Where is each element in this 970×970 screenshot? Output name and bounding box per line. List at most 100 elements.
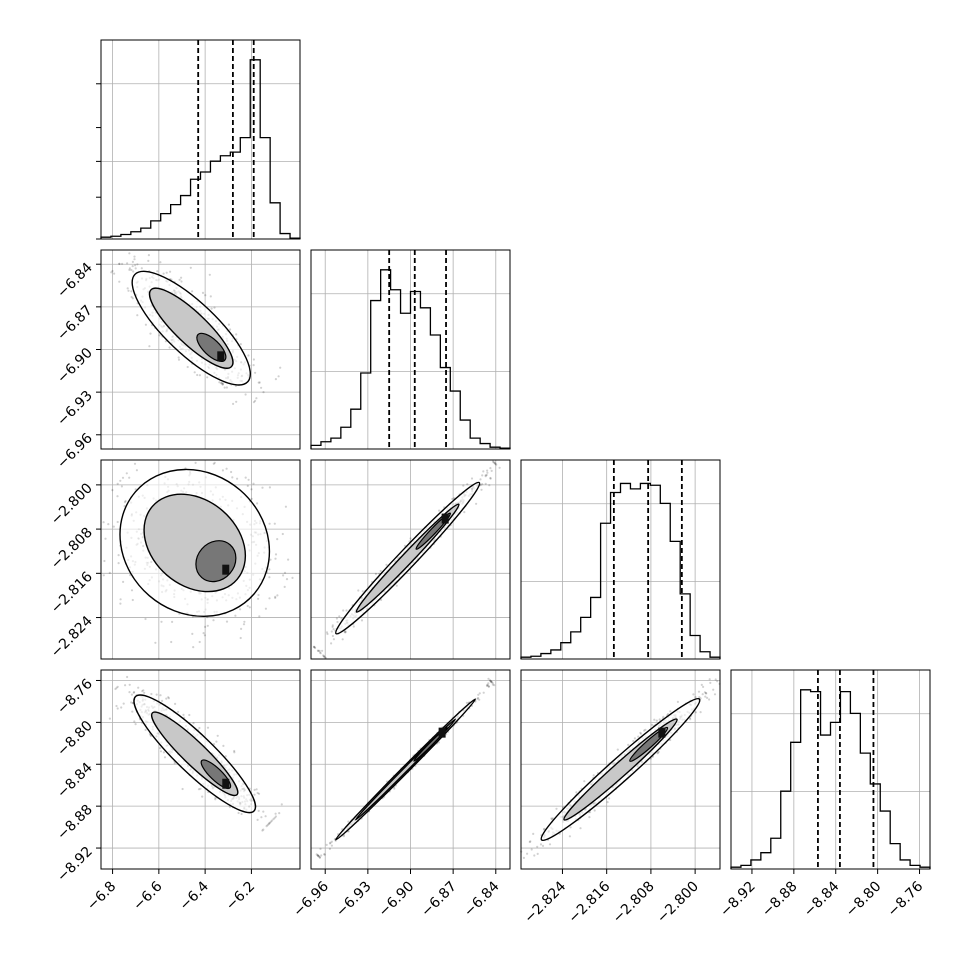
y-tick-label: −6.93 [54, 388, 96, 430]
scatter-point [220, 382, 223, 385]
scatter-point [265, 825, 268, 828]
scatter-point [239, 343, 242, 346]
scatter-point [164, 340, 167, 343]
panel-1-0: −6.96−6.93−6.90−6.87−6.84 [54, 249, 301, 472]
x-tick-label: −2.800 [654, 879, 702, 927]
scatter-point [180, 276, 183, 279]
scatter-point [237, 811, 240, 815]
scatter-point [274, 378, 277, 381]
scatter-point [214, 798, 217, 801]
x-tick-label: −8.88 [759, 879, 801, 921]
scatter-point [233, 749, 236, 753]
x-tick-label: −6.84 [461, 878, 503, 920]
scatter-point [114, 687, 117, 691]
scatter-point [669, 738, 672, 742]
scatter-point [489, 679, 492, 682]
scatter-point [103, 559, 106, 563]
scatter-point [374, 572, 377, 576]
scatter-point [131, 265, 134, 268]
panel-frame [310, 459, 511, 660]
scatter-point [224, 755, 227, 758]
scatter-point [147, 254, 150, 257]
scatter-point [171, 620, 174, 624]
scatter-point [486, 471, 489, 474]
scatter-point [130, 268, 133, 272]
scatter-point [485, 684, 489, 688]
scatter-point [532, 832, 535, 836]
scatter-point [487, 677, 490, 680]
scatter-point [639, 731, 642, 734]
scatter-point [220, 382, 223, 385]
scatter-point [344, 630, 347, 633]
scatter-point [117, 554, 120, 557]
scatter-point [231, 476, 234, 479]
scatter-point [127, 289, 130, 292]
scatter-point [331, 634, 334, 638]
scatter-point [178, 278, 181, 281]
scatter-point [326, 632, 329, 636]
scatter-point [131, 260, 134, 263]
scatter-point [158, 334, 161, 337]
histogram-2 [520, 482, 721, 659]
scatter-point [632, 739, 635, 743]
scatter-point [267, 823, 270, 826]
scatter-point [318, 651, 322, 654]
scatter-point [133, 720, 136, 723]
scatter-point [268, 486, 271, 489]
scatter-point [232, 402, 235, 405]
scatter-point [643, 729, 646, 732]
scatter-point [322, 655, 326, 658]
scatter-point [236, 477, 239, 480]
scatter-point [644, 728, 647, 731]
scatter-point [257, 809, 260, 813]
scatter-point [261, 829, 264, 832]
scatter-point [206, 376, 209, 379]
scatter-point [352, 625, 355, 628]
scatter-point [268, 522, 271, 525]
scatter-point [701, 693, 704, 696]
density-peak [217, 351, 225, 362]
scatter-point [323, 853, 326, 856]
scatter-point [212, 462, 215, 465]
scatter-point [121, 476, 125, 479]
scatter-point [174, 702, 177, 706]
scatter-point [462, 484, 465, 487]
scatter-point [347, 820, 350, 823]
scatter-point [676, 700, 680, 704]
panel-frame [520, 459, 721, 660]
scatter-point [230, 470, 233, 474]
scatter-point [221, 383, 224, 386]
scatter-point [257, 597, 260, 600]
scatter-point [274, 815, 277, 818]
scatter-point [639, 732, 643, 735]
scatter-point [188, 713, 191, 717]
scatter-point [284, 505, 287, 508]
scatter-point [115, 704, 118, 708]
scatter-point [319, 652, 322, 655]
scatter-point [262, 391, 265, 394]
y-tick-label: −2.816 [48, 569, 96, 617]
scatter-point [568, 835, 572, 838]
scatter-point [342, 609, 345, 612]
scatter-point [713, 693, 717, 696]
scatter-point [338, 615, 341, 618]
scatter-point [283, 585, 286, 589]
scatter-point [102, 521, 105, 524]
scatter-point [694, 696, 697, 699]
scatter-point [204, 294, 207, 297]
contour-inner [629, 726, 669, 762]
scatter-point [692, 693, 695, 696]
scatter-point [199, 787, 202, 790]
scatter-point [130, 693, 133, 696]
scatter-point [213, 461, 216, 464]
scatter-point [128, 268, 131, 271]
scatter-point [709, 681, 712, 685]
scatter-point [694, 711, 698, 714]
scatter-point [242, 623, 246, 626]
scatter-point [160, 620, 163, 623]
scatter-point [239, 608, 242, 611]
scatter-point [528, 840, 531, 844]
scatter-point [437, 741, 440, 744]
scatter-point [555, 807, 558, 810]
scatter-point [322, 654, 325, 657]
